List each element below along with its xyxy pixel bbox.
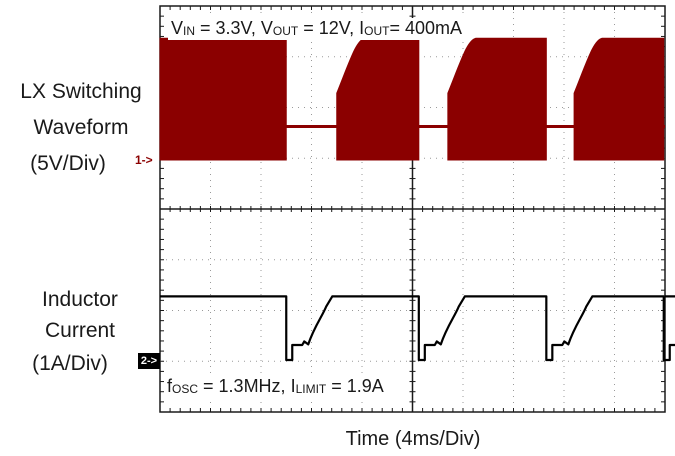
top-annotation-text-2b: = 400mA	[389, 18, 463, 38]
top-annotation-subscript-1: OUT	[272, 24, 299, 38]
lx-burst	[336, 37, 420, 161]
top-annotation-text-0: V	[171, 18, 184, 38]
lx-burst	[159, 37, 287, 161]
ch2-title-line2: Current	[44, 319, 116, 342]
top-annotation-text-0b: = 3.3V, V	[195, 18, 273, 38]
inductor-current-line	[160, 295, 675, 362]
ch1-marker: 1->	[135, 153, 153, 167]
top-annotation-text-1b: = 12V, I	[298, 18, 365, 38]
x-axis-label: Time (4ms/Div)	[345, 428, 481, 450]
bottom-annotation-subscript-1: LIMIT	[295, 382, 327, 396]
bottom-annotation-text-1b: = 1.9A	[326, 376, 384, 396]
ch2-title-line3: (1A/Div)	[32, 352, 108, 375]
ch1-title-line3: (5V/Div)	[30, 152, 106, 175]
bottom-annotation-text-0b: = 1.3MHz, I	[198, 376, 296, 396]
lx-burst	[573, 37, 665, 161]
limit-annotation: fOSC = 1.3MHz, ILIMIT = 1.9A	[164, 376, 387, 398]
lx-switching-trace	[159, 37, 665, 161]
lx-burst	[447, 37, 547, 161]
top-annotation-subscript-2: OUT	[364, 24, 390, 38]
ch2-title-line1: Inductor	[42, 288, 118, 311]
ch1-title-line1: LX Switching	[20, 80, 142, 103]
bottom-annotation-subscript-0: OSC	[172, 382, 199, 396]
bottom-annotation-text-0: f	[167, 376, 173, 396]
inductor-current-trace	[160, 295, 675, 362]
operating-conditions-annotation: VIN = 3.3V, VOUT = 12V, IOUT= 400mA	[168, 18, 466, 40]
ch2-marker: 2->	[138, 353, 160, 369]
top-annotation-subscript-0: IN	[183, 24, 196, 38]
ch1-title-line2: Waveform	[33, 116, 129, 139]
